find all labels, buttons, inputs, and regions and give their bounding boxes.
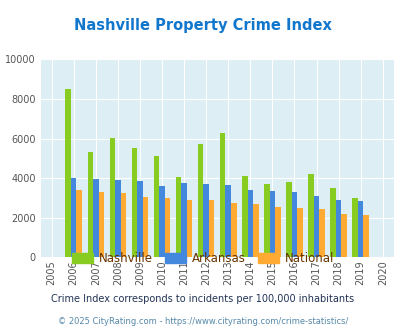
- Bar: [120, 193, 126, 257]
- Bar: [220, 133, 225, 257]
- Bar: [307, 174, 313, 257]
- Bar: [291, 192, 296, 257]
- Bar: [296, 208, 302, 257]
- Bar: [175, 177, 181, 257]
- Bar: [181, 183, 186, 257]
- Bar: [330, 188, 335, 257]
- Bar: [357, 201, 362, 257]
- Bar: [247, 190, 252, 257]
- Text: © 2025 CityRating.com - https://www.cityrating.com/crime-statistics/: © 2025 CityRating.com - https://www.city…: [58, 317, 347, 326]
- Bar: [186, 200, 192, 257]
- Bar: [197, 144, 203, 257]
- Bar: [142, 197, 148, 257]
- Bar: [87, 152, 93, 257]
- Bar: [137, 181, 142, 257]
- Bar: [225, 185, 230, 257]
- Bar: [318, 209, 324, 257]
- Bar: [153, 156, 159, 257]
- Bar: [159, 186, 164, 257]
- Bar: [264, 184, 269, 257]
- Bar: [269, 191, 275, 257]
- Bar: [230, 203, 236, 257]
- Bar: [109, 138, 115, 257]
- Bar: [252, 204, 258, 257]
- Bar: [209, 200, 214, 257]
- Bar: [286, 182, 291, 257]
- Bar: [341, 214, 346, 257]
- Bar: [335, 200, 341, 257]
- Bar: [241, 176, 247, 257]
- Bar: [362, 215, 368, 257]
- Bar: [275, 207, 280, 257]
- Bar: [115, 180, 120, 257]
- Bar: [93, 179, 98, 257]
- Bar: [164, 198, 170, 257]
- Bar: [131, 148, 137, 257]
- Bar: [65, 89, 71, 257]
- Bar: [76, 190, 82, 257]
- Bar: [352, 198, 357, 257]
- Legend: Nashville, Arkansas, National: Nashville, Arkansas, National: [67, 247, 338, 270]
- Bar: [71, 178, 76, 257]
- Text: Crime Index corresponds to incidents per 100,000 inhabitants: Crime Index corresponds to incidents per…: [51, 294, 354, 304]
- Bar: [98, 192, 104, 257]
- Text: Nashville Property Crime Index: Nashville Property Crime Index: [74, 18, 331, 33]
- Bar: [313, 196, 318, 257]
- Bar: [203, 184, 209, 257]
